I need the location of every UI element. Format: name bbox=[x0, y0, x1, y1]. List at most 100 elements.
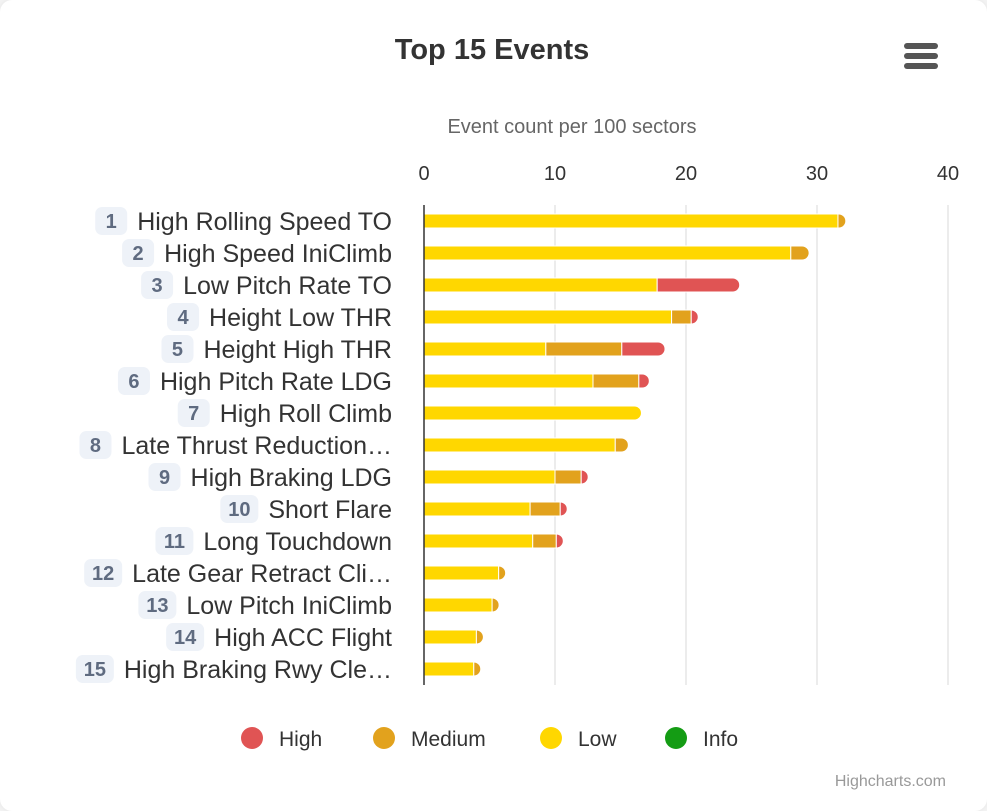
bar-segment-high[interactable] bbox=[638, 373, 650, 389]
legend-item-medium[interactable]: Medium bbox=[373, 727, 486, 751]
category-label-group: High Speed IniClimb 2 bbox=[122, 239, 392, 268]
category-label-group: Short Flare 10 bbox=[220, 495, 392, 524]
rank-badge bbox=[167, 303, 200, 331]
legend-label: Medium bbox=[411, 728, 486, 751]
category-label: Short Flare bbox=[268, 496, 392, 524]
category-label: High Pitch Rate LDG bbox=[160, 368, 392, 396]
bar-segment-medium[interactable] bbox=[545, 341, 623, 357]
bar-segment-low[interactable] bbox=[423, 501, 531, 517]
x-axis-ticks: 0 10 20 30 40 bbox=[418, 163, 959, 185]
rank-number: 12 bbox=[92, 563, 114, 585]
rank-badge bbox=[79, 431, 112, 459]
bars bbox=[423, 213, 847, 677]
bar-segment-medium[interactable] bbox=[671, 309, 692, 325]
bar-segment-medium[interactable] bbox=[491, 597, 500, 613]
x-tick-label: 20 bbox=[675, 163, 697, 185]
category-label-group: High Rolling Speed TO 1 bbox=[95, 207, 392, 236]
legend-item-info[interactable]: Info bbox=[665, 727, 738, 751]
category-label-group: High Braking LDG 9 bbox=[148, 463, 392, 492]
rank-badge bbox=[220, 495, 259, 523]
bar-segment-high[interactable] bbox=[656, 277, 741, 293]
legend-item-low[interactable]: Low bbox=[540, 727, 617, 751]
bar-segment-medium[interactable] bbox=[473, 661, 482, 677]
bar-segment-low[interactable] bbox=[423, 309, 673, 325]
category-label: High Braking LDG bbox=[191, 464, 392, 492]
bar-segment-medium[interactable] bbox=[498, 565, 507, 581]
rank-badge bbox=[75, 655, 114, 683]
rank-number: 8 bbox=[90, 435, 101, 457]
bar-segment-high[interactable] bbox=[621, 341, 666, 357]
bar-segment-low[interactable] bbox=[423, 533, 534, 549]
category-label-group: Late Gear Retract Cli… 12 bbox=[84, 559, 392, 588]
category-label-group: High Braking Rwy Cle… 15 bbox=[75, 655, 392, 684]
bar-segment-low[interactable] bbox=[423, 469, 556, 485]
bar-segment-low[interactable] bbox=[423, 597, 493, 613]
rank-badge bbox=[141, 271, 174, 299]
bar-segment-low[interactable] bbox=[423, 213, 839, 229]
category-label-group: Low Pitch IniClimb 13 bbox=[138, 591, 392, 620]
category-label-group: Low Pitch Rate TO 3 bbox=[141, 271, 392, 300]
category-label: Height Low THR bbox=[209, 304, 392, 332]
bar-segment-high[interactable] bbox=[555, 533, 564, 549]
bar-segment-high[interactable] bbox=[690, 309, 699, 325]
bar-segment-low[interactable] bbox=[423, 437, 616, 453]
rank-badge bbox=[138, 591, 177, 619]
category-label: High Roll Climb bbox=[220, 400, 392, 428]
rank-number: 5 bbox=[172, 339, 183, 361]
rank-number: 4 bbox=[177, 307, 189, 329]
rank-badge bbox=[161, 335, 194, 363]
bar-segment-low[interactable] bbox=[423, 373, 594, 389]
rank-number: 7 bbox=[188, 403, 199, 425]
bar-segment-medium[interactable] bbox=[532, 533, 557, 549]
rank-number: 9 bbox=[159, 467, 170, 489]
rank-number: 6 bbox=[128, 371, 139, 393]
bar-segment-medium[interactable] bbox=[554, 469, 582, 485]
rank-number: 2 bbox=[133, 243, 144, 265]
bar-segment-medium[interactable] bbox=[529, 501, 561, 517]
rank-badge bbox=[95, 207, 128, 235]
chart-title: Top 15 Events bbox=[395, 34, 589, 66]
bar-segment-low[interactable] bbox=[423, 661, 475, 677]
bar-segment-low[interactable] bbox=[423, 405, 642, 421]
rank-number: 10 bbox=[228, 499, 250, 521]
rank-number: 14 bbox=[174, 627, 197, 649]
credits-link[interactable]: Highcharts.com bbox=[835, 773, 946, 790]
rank-badge bbox=[84, 559, 123, 587]
category-label: High Rolling Speed TO bbox=[137, 208, 392, 236]
bar-segment-low[interactable] bbox=[423, 629, 477, 645]
bar-segment-low[interactable] bbox=[423, 341, 547, 357]
legend: High Medium Low Info bbox=[241, 727, 738, 751]
bar-segment-medium[interactable] bbox=[790, 245, 810, 261]
bar-segment-low[interactable] bbox=[423, 565, 500, 581]
bar-segment-high[interactable] bbox=[580, 469, 589, 485]
legend-label: High bbox=[279, 728, 322, 751]
category-label-group: High ACC Flight 14 bbox=[166, 623, 392, 652]
rank-number: 11 bbox=[164, 531, 185, 553]
category-label: High Braking Rwy Cle… bbox=[124, 656, 392, 684]
bar-segment-low[interactable] bbox=[423, 245, 792, 261]
rank-badge bbox=[155, 527, 194, 555]
bar-segment-medium[interactable] bbox=[475, 629, 484, 645]
category-label-group: Long Touchdown 11 bbox=[155, 527, 392, 556]
category-label: Height High THR bbox=[203, 336, 392, 364]
bar-segment-low[interactable] bbox=[423, 277, 658, 293]
category-label: High ACC Flight bbox=[214, 624, 392, 652]
x-tick-label: 10 bbox=[544, 163, 566, 185]
rank-number: 3 bbox=[152, 275, 163, 297]
legend-label: Info bbox=[703, 728, 738, 751]
category-label: Long Touchdown bbox=[203, 528, 392, 556]
bar-segment-medium[interactable] bbox=[592, 373, 640, 389]
category-label-group: High Roll Climb 7 bbox=[177, 399, 392, 428]
bar-segment-medium[interactable] bbox=[837, 213, 847, 229]
legend-item-high[interactable]: High bbox=[241, 727, 322, 751]
category-label: Low Pitch Rate TO bbox=[183, 272, 392, 300]
bar-segment-medium[interactable] bbox=[614, 437, 629, 453]
hamburger-menu-icon bbox=[904, 43, 938, 69]
rank-number: 13 bbox=[146, 595, 168, 617]
x-axis-title: Event count per 100 sectors bbox=[447, 116, 696, 138]
category-label-group: Late Thrust Reduction… 8 bbox=[79, 431, 392, 460]
bar-segment-high[interactable] bbox=[559, 501, 568, 517]
context-menu-button[interactable] bbox=[896, 35, 946, 77]
legend-label: Low bbox=[578, 728, 617, 751]
